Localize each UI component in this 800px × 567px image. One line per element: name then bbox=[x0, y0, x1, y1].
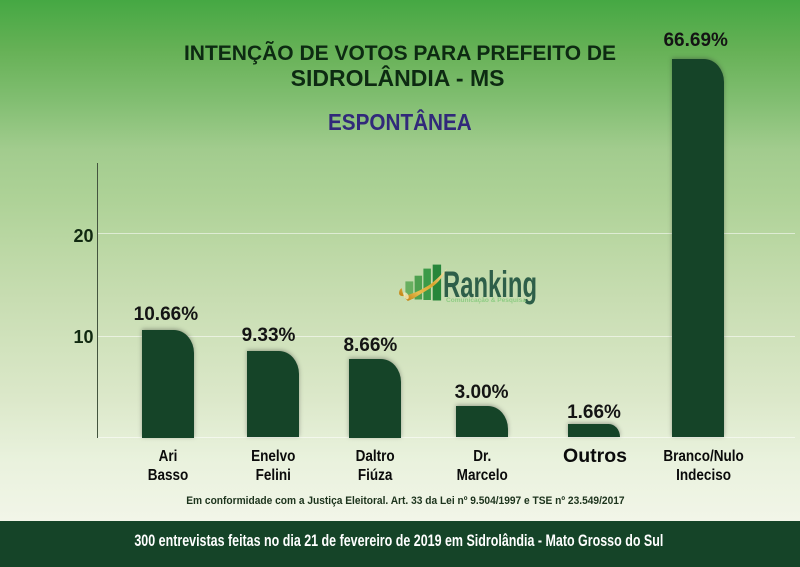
svg-text:Ranking: Ranking bbox=[443, 264, 537, 305]
svg-text:Comunicação & Pesquisa: Comunicação & Pesquisa bbox=[446, 297, 527, 304]
